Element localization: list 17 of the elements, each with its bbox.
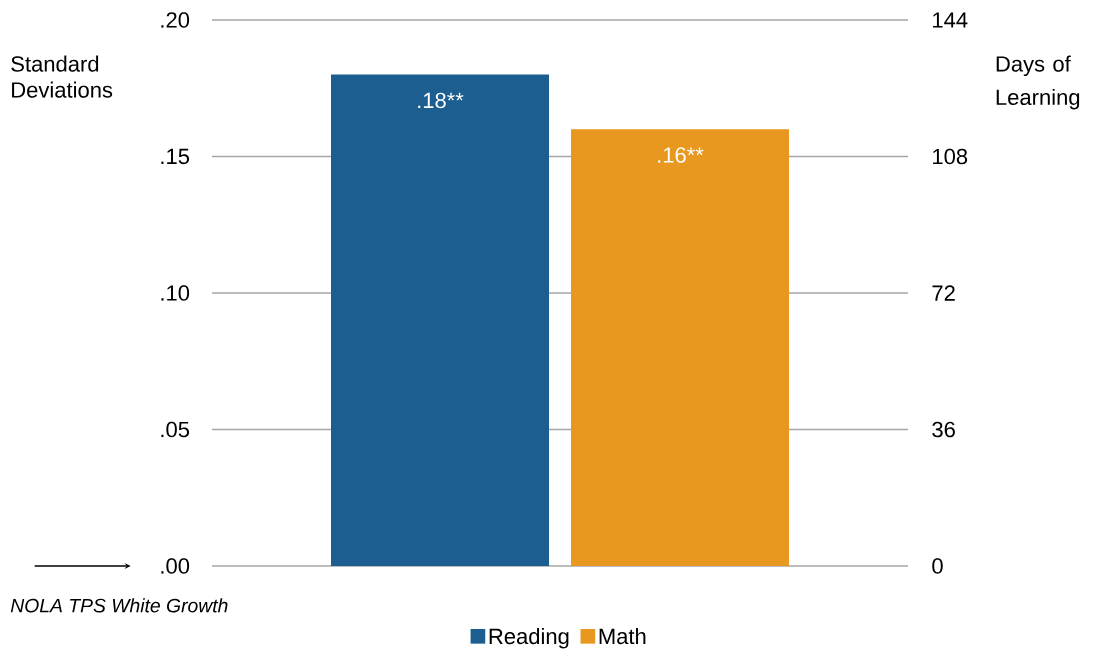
y2-tick-label: 108: [933, 148, 968, 165]
legend-label: Reading: [489, 628, 569, 649]
y-tick-label: .15: [161, 148, 190, 165]
y-tick-label: .05: [161, 421, 190, 438]
y-tick-label: .00: [161, 558, 190, 574]
y-tick-label: .10: [161, 285, 190, 301]
y2-tick-label: 144: [933, 12, 968, 28]
data-label: .16**: [658, 147, 704, 163]
y2-tick-label: 36: [932, 421, 955, 438]
y-tick-label: .20: [161, 12, 190, 28]
text: NOLA TPS White Growth: [10, 598, 228, 613]
y-axis-title: Standard Deviations: [11, 55, 113, 98]
y2-tick-label: 0: [932, 558, 943, 574]
y2-axis-title: Days of Learning: [996, 55, 1080, 110]
legend-label: Math: [599, 628, 646, 645]
data-label: .18**: [418, 92, 464, 109]
y2-tick-label: 72: [932, 285, 955, 301]
